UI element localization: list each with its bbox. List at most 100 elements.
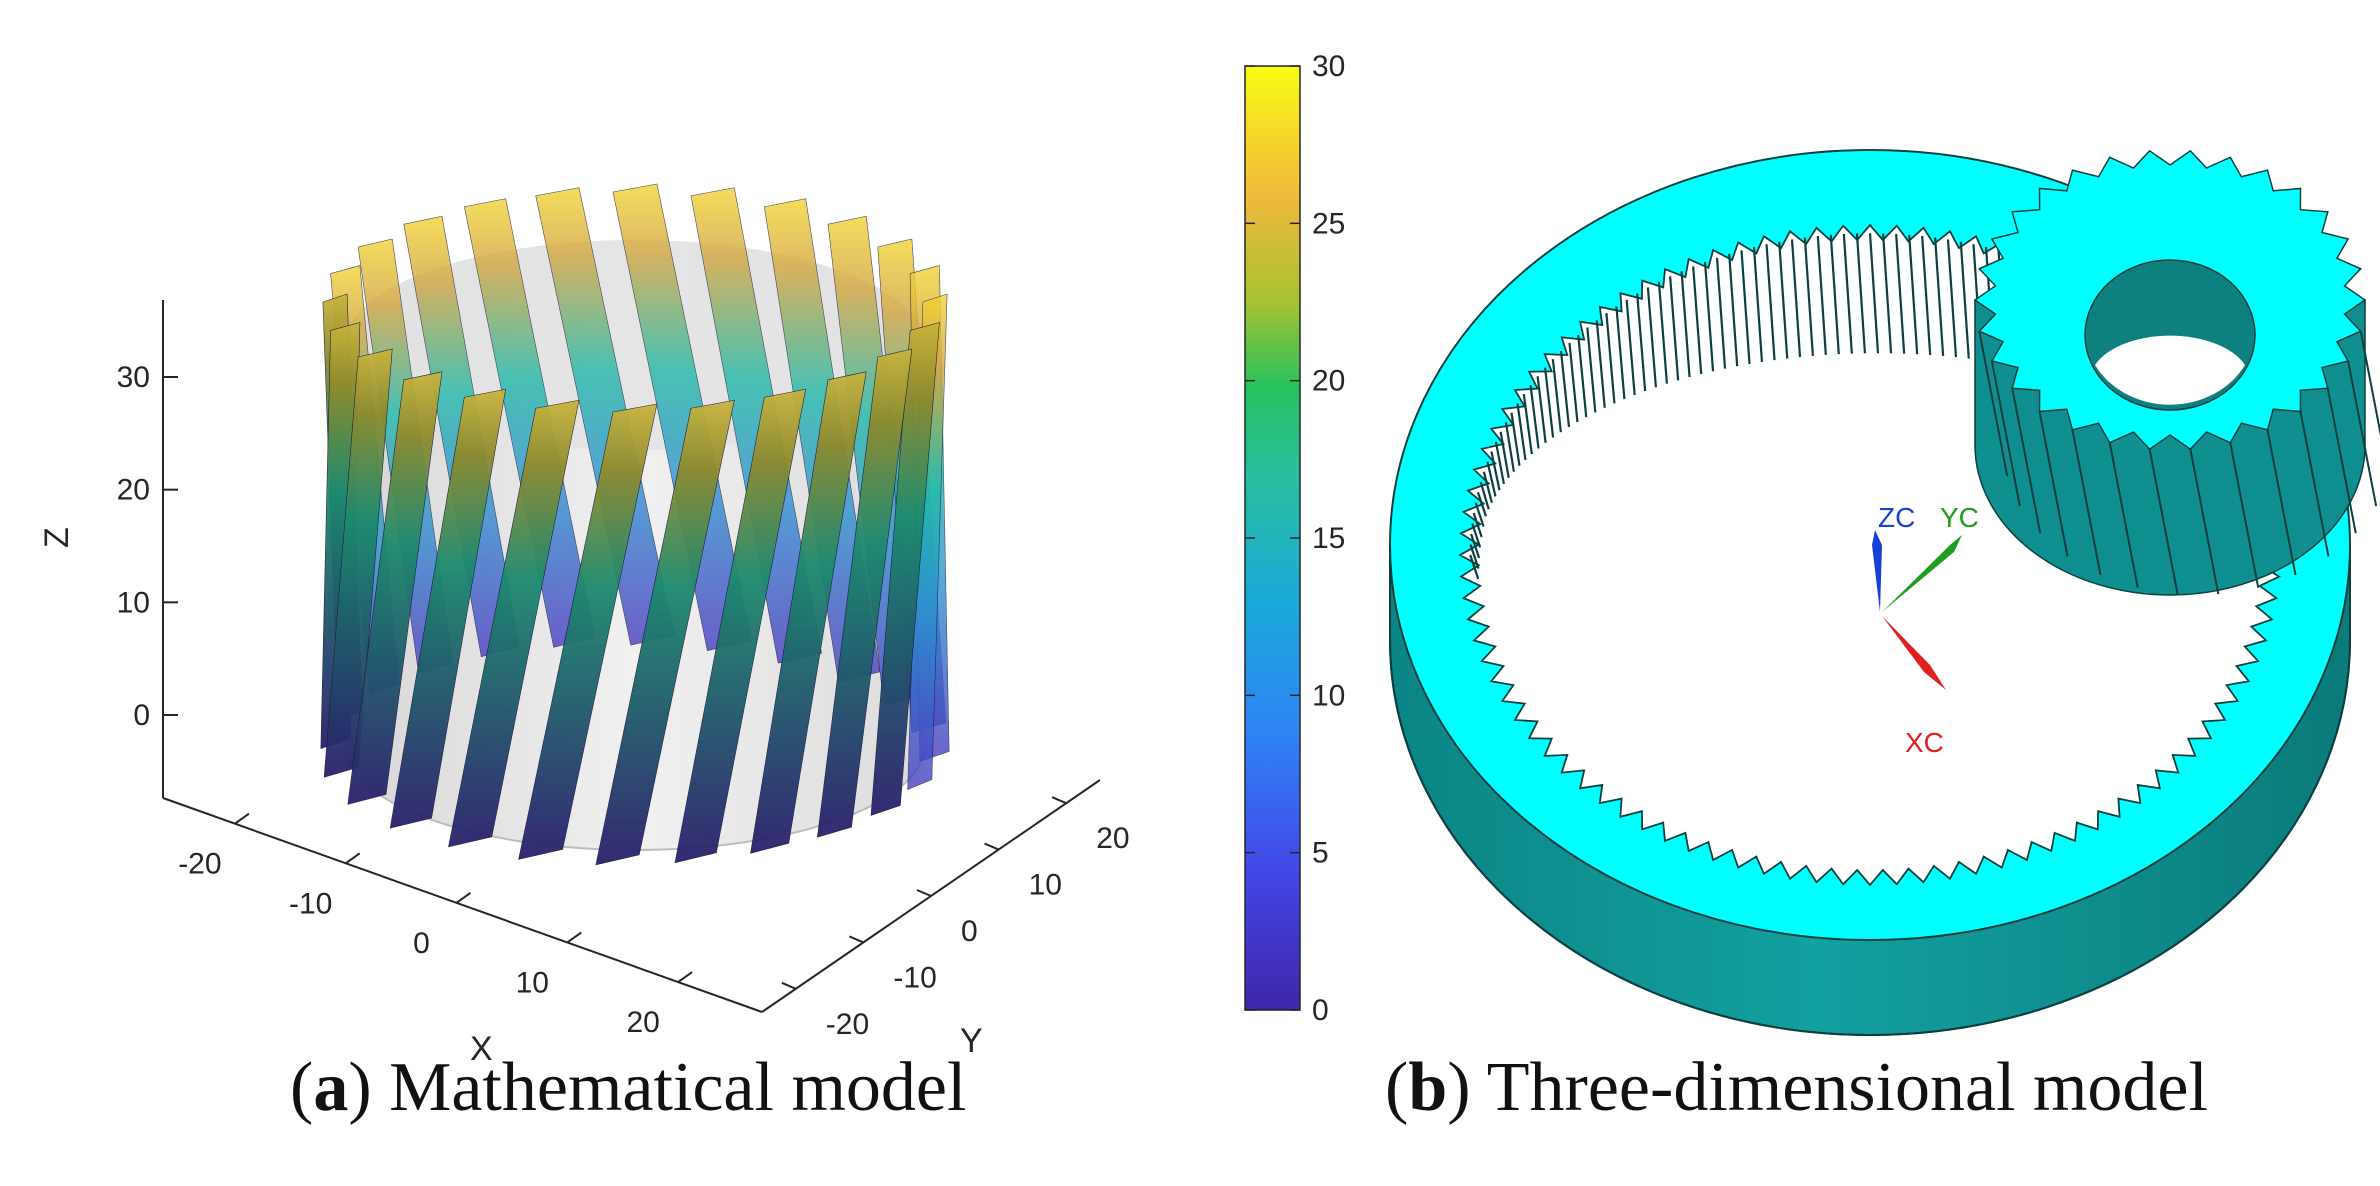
pinion-tooth-flank bbox=[2347, 360, 2378, 507]
internal-tooth-flank bbox=[1479, 481, 1490, 510]
internal-tooth-flank bbox=[1790, 239, 1802, 358]
internal-tooth-flank bbox=[1469, 544, 1480, 569]
colorbar-tick-label: 0 bbox=[1312, 994, 1329, 1027]
internal-tooth-flank bbox=[1504, 422, 1515, 472]
internal-tooth-flank bbox=[1868, 233, 1880, 354]
y-tick-label: 20 bbox=[1096, 822, 1129, 855]
triad-zc-label: ZC bbox=[1878, 502, 1915, 533]
caption-b-text: Three-dimensional model bbox=[1486, 1049, 2208, 1126]
internal-tooth-flank bbox=[1516, 403, 1527, 461]
colorbar-ticks: 0 5 10 15 20 25 30 bbox=[1245, 50, 1345, 1027]
z-tick-label: 20 bbox=[117, 474, 150, 507]
z-axis-label: Z bbox=[38, 527, 76, 548]
internal-tooth-flank bbox=[1482, 471, 1493, 504]
x-axis-label: X bbox=[470, 1030, 493, 1068]
x-tick-label: 0 bbox=[413, 927, 430, 960]
gear-tooth bbox=[347, 371, 443, 805]
x-axis-ticks: -20 -10 0 10 20 bbox=[178, 812, 693, 1039]
internal-tooth-flank bbox=[1494, 441, 1505, 485]
internal-tooth-flank bbox=[1595, 320, 1606, 408]
y-tick-label: -10 bbox=[893, 961, 936, 994]
internal-tooth-flank bbox=[1529, 384, 1540, 449]
internal-tooth-flank bbox=[1472, 512, 1483, 538]
pinion-tooth-flank bbox=[2266, 429, 2297, 576]
colorbar-tick-label: 5 bbox=[1312, 837, 1329, 870]
coordinate-triad: ZC YC XC bbox=[1872, 502, 1979, 758]
internal-tooth-flank bbox=[1959, 241, 1970, 359]
internal-tooth-flank bbox=[1625, 299, 1636, 396]
internal-tooth-flank bbox=[1470, 533, 1481, 559]
internal-tooth-flank bbox=[1703, 261, 1715, 372]
internal-tooth-flank bbox=[1657, 281, 1669, 384]
pinion-tooth-flank bbox=[1990, 360, 2021, 507]
colorbar-tick-label: 30 bbox=[1312, 50, 1345, 83]
y-tick-label: -20 bbox=[826, 1008, 869, 1041]
internal-tooth-flank bbox=[1842, 233, 1853, 354]
colorbar-tick-label: 25 bbox=[1312, 207, 1345, 240]
matlab-3d-plot: 0 10 20 30 -20 -10 0 10 20 -20 -10 0 10 20 Z X Y 0 5… bbox=[38, 50, 1345, 1068]
internal-tooth-flank bbox=[1568, 342, 1579, 423]
gear-tooth bbox=[518, 403, 658, 860]
internal-tooth-flank bbox=[1559, 350, 1571, 428]
x-tick-label: -10 bbox=[289, 887, 332, 920]
colorbar-tick-label: 20 bbox=[1312, 365, 1345, 398]
x-tick-label: 10 bbox=[516, 966, 549, 999]
gear-tooth bbox=[389, 388, 507, 829]
internal-tooth-flank bbox=[1486, 461, 1497, 497]
internal-tooth-flank bbox=[1543, 367, 1555, 438]
pinion-tooth-flank bbox=[2326, 387, 2357, 534]
internal-tooth-flank bbox=[1469, 554, 1480, 580]
pinion-gear bbox=[1973, 149, 2380, 596]
x-tick-label: -20 bbox=[178, 848, 221, 881]
internal-tooth-flank bbox=[1803, 237, 1814, 357]
cad-gear-render: ZC YC XC bbox=[1389, 149, 2380, 1036]
internal-tooth-flank bbox=[1471, 523, 1482, 548]
caption-a-text: Mathematical model bbox=[389, 1049, 967, 1126]
caption-panel-b: (b) Three-dimensional model bbox=[1385, 1049, 2208, 1126]
z-axis-ticks: 0 10 20 30 bbox=[117, 361, 178, 732]
pinion-tooth-flank bbox=[2229, 442, 2260, 588]
internal-tooth-flank bbox=[1490, 451, 1501, 491]
internal-tooth-flank bbox=[1646, 287, 1658, 388]
pinion-tooth-flank bbox=[2011, 387, 2042, 534]
y-axis-ticks: -20 -10 0 10 20 bbox=[781, 796, 1130, 1041]
pinion-tooth-flank bbox=[2189, 448, 2220, 595]
y-tick-label: 10 bbox=[1029, 869, 1062, 902]
internal-tooth-flank bbox=[1522, 393, 1533, 455]
gear-tooth bbox=[595, 399, 735, 866]
x-tick-label: 20 bbox=[626, 1006, 659, 1039]
internal-tooth-flank bbox=[1474, 502, 1485, 527]
internal-tooth-flank bbox=[1476, 491, 1487, 517]
helical-gear-teeth bbox=[320, 183, 950, 866]
internal-tooth-flank bbox=[1855, 233, 1867, 354]
pinion-tooth-flank bbox=[2148, 448, 2179, 595]
panel-three-dimensional-model: ZC YC XC bbox=[1350, 0, 2380, 1070]
z-tick-label: 30 bbox=[117, 361, 150, 394]
internal-tooth-flank bbox=[1499, 431, 1510, 478]
colorbar-tick-label: 10 bbox=[1312, 679, 1345, 712]
pinion-tooth-flank bbox=[2071, 429, 2102, 576]
z-tick-label: 0 bbox=[133, 699, 150, 732]
internal-tooth-flank bbox=[1536, 376, 1547, 444]
gear-tooth bbox=[817, 348, 913, 838]
pinion-tooth-flank bbox=[1978, 330, 2009, 477]
internal-tooth-flank bbox=[1680, 271, 1691, 378]
internal-tooth-flank bbox=[1816, 235, 1827, 356]
triad-yc-label: YC bbox=[1940, 502, 1979, 533]
internal-tooth-flank bbox=[1551, 359, 1562, 433]
z-tick-label: 10 bbox=[117, 586, 150, 619]
internal-tooth-flank bbox=[1728, 253, 1739, 367]
internal-tooth-flank bbox=[1921, 235, 1932, 356]
internal-tooth-flank bbox=[1510, 412, 1521, 466]
internal-tooth-flank bbox=[1752, 247, 1764, 363]
caption-b-letter: b bbox=[1408, 1049, 1448, 1126]
y-tick-label: 0 bbox=[961, 915, 978, 948]
internal-tooth-flank bbox=[1577, 334, 1588, 418]
internal-tooth-flank bbox=[1881, 233, 1893, 354]
internal-tooth-flank bbox=[1692, 266, 1703, 375]
internal-tooth-flank bbox=[1715, 257, 1727, 369]
gear-tooth bbox=[448, 399, 580, 848]
colorbar-tick-label: 15 bbox=[1312, 522, 1345, 555]
internal-tooth-flank bbox=[1636, 293, 1647, 392]
internal-tooth-flank bbox=[1765, 244, 1776, 361]
